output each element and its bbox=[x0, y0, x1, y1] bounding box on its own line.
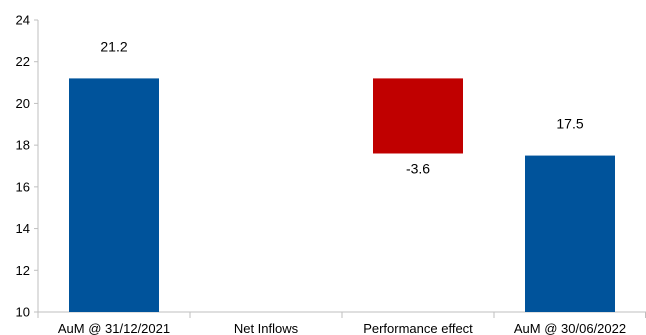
y-tick-label: 18 bbox=[16, 138, 30, 153]
y-tick-label: 12 bbox=[16, 263, 30, 278]
total-bar bbox=[525, 155, 615, 312]
x-category-label: Performance effect bbox=[363, 321, 473, 335]
y-tick-label: 22 bbox=[16, 54, 30, 69]
y-tick-label: 20 bbox=[16, 96, 30, 111]
data-label: 17.5 bbox=[556, 116, 583, 132]
data-label: -3.6 bbox=[406, 160, 430, 176]
x-category-label: AuM @ 31/12/2021 bbox=[58, 321, 170, 335]
x-axis: AuM @ 31/12/2021 Net Inflows Performance e… bbox=[37, 311, 646, 335]
data-labels: 21.2 -3.6 17.5 bbox=[100, 38, 583, 176]
total-bar bbox=[69, 78, 159, 313]
y-tick-label: 10 bbox=[16, 305, 30, 320]
change-bar bbox=[373, 78, 463, 154]
y-tick-label: 14 bbox=[16, 221, 30, 236]
y-tick-label: 24 bbox=[16, 13, 30, 28]
y-axis: 10 12 14 16 18 20 22 24 bbox=[16, 13, 39, 320]
x-category-label: Net Inflows bbox=[234, 321, 299, 335]
data-label: 21.2 bbox=[100, 38, 127, 54]
x-category-label: AuM @ 30/06/2022 bbox=[514, 321, 626, 335]
y-tick-label: 16 bbox=[16, 179, 30, 194]
bars bbox=[69, 78, 615, 313]
